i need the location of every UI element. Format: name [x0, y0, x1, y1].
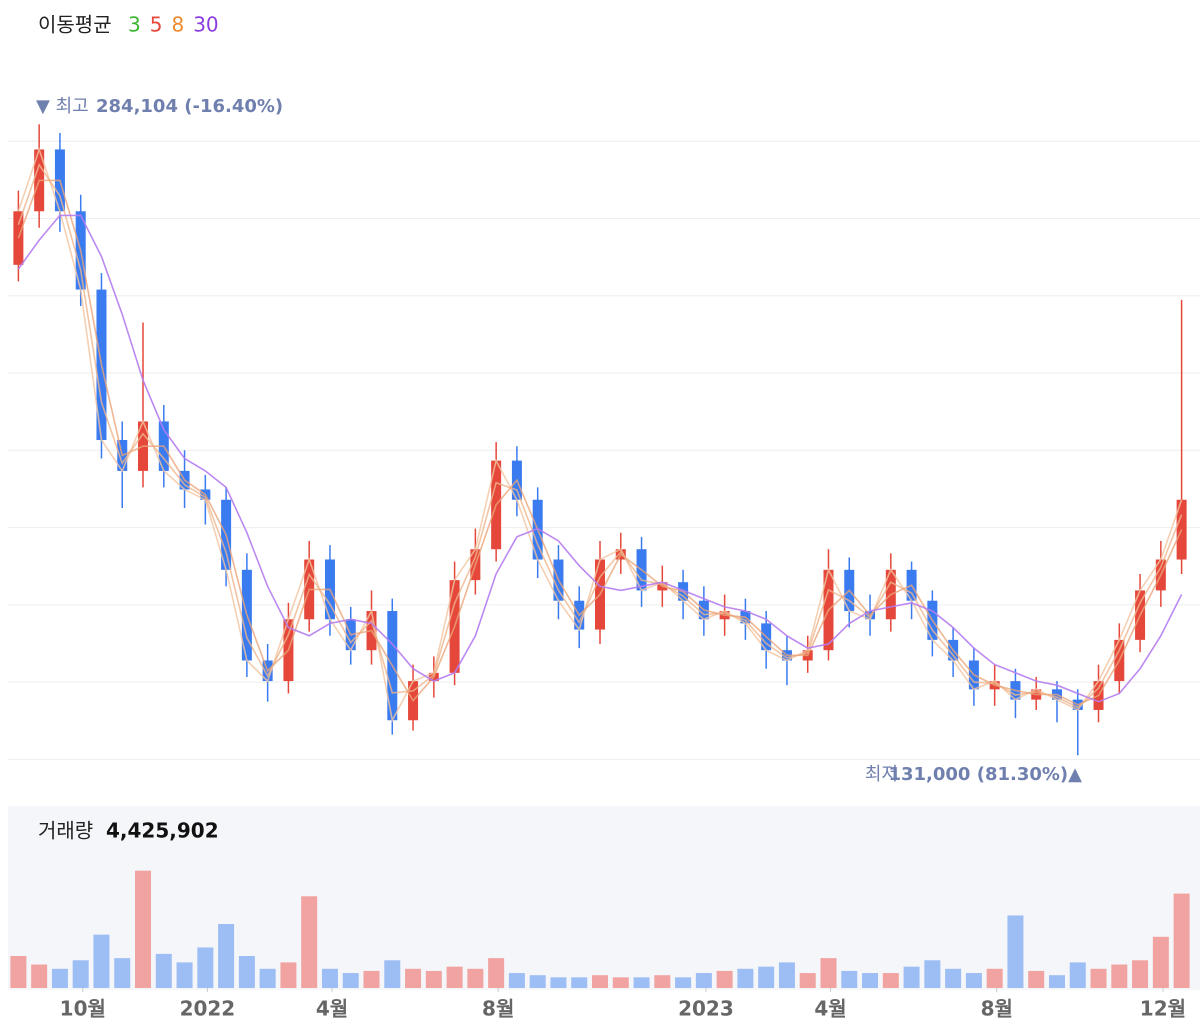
volume-bar [1111, 964, 1128, 988]
x-tick-label: 4월 [316, 997, 348, 1021]
volume-bar [321, 968, 338, 988]
volume-bar [550, 977, 567, 988]
volume-title: 거래량 [38, 819, 93, 843]
volume-bar [799, 973, 816, 988]
volume-bar [612, 977, 629, 988]
volume-bar [633, 977, 650, 988]
volume-bar [758, 966, 775, 988]
volume-bar [778, 962, 795, 988]
ma-line [17, 163, 1183, 709]
volume-bar [342, 973, 359, 988]
volume-bar [1069, 962, 1086, 988]
volume-bar [675, 977, 692, 988]
x-tick-label: 2023 [678, 997, 734, 1021]
legend-entry: 5 [150, 13, 163, 37]
legend-title: 이동평균 [38, 13, 112, 37]
low-value: 131,000 (81.30%)▲ [888, 764, 1082, 785]
volume-bar [1007, 915, 1024, 988]
volume-bar [280, 962, 297, 988]
high-label: ▼ 최고 [36, 96, 89, 117]
ma-line [17, 179, 1183, 706]
volume-bar [446, 966, 463, 988]
volume-bar [467, 968, 484, 988]
volume-bar [155, 953, 172, 988]
volume-bar [31, 964, 48, 988]
x-tick-label: 8월 [482, 997, 514, 1021]
legend-entry: 8 [171, 13, 184, 37]
x-tick-label: 12월 [1140, 997, 1186, 1021]
volume-bar [135, 870, 152, 988]
volume-bar [903, 966, 920, 988]
volume-bar [1173, 893, 1190, 988]
volume-bar [10, 956, 27, 988]
ma-line [17, 214, 1183, 703]
legend-entry: 3 [128, 13, 141, 37]
volume-bar [820, 958, 837, 988]
volume-bar [72, 960, 89, 988]
volume-bar [488, 958, 505, 988]
low-label: 최저 [865, 764, 898, 785]
volume-bar [405, 968, 422, 988]
legend-entry: 30 [193, 13, 218, 37]
volume-bar [1152, 936, 1169, 988]
volume-bar [218, 924, 235, 988]
high-value: 284,104 (-16.40%) [96, 96, 283, 117]
volume-bar [592, 975, 608, 988]
x-tick-label: 8월 [981, 997, 1013, 1021]
volume-bar [197, 947, 214, 988]
volume-bar [384, 960, 401, 988]
volume-bar [862, 973, 879, 988]
ma-line [17, 146, 1183, 723]
volume-bar [238, 956, 255, 988]
volume-bar [93, 934, 110, 988]
volume-bar [654, 975, 671, 988]
volume-bar [882, 973, 899, 988]
x-tick-label: 2022 [180, 997, 236, 1021]
volume-bar [301, 896, 318, 988]
volume-bar [571, 977, 588, 988]
volume-bar [924, 960, 941, 988]
volume-bar [508, 973, 525, 988]
volume-bar [114, 958, 131, 988]
volume-bar [176, 962, 193, 988]
volume-bar [695, 973, 712, 988]
volume-bar [51, 968, 68, 988]
volume-bar [1048, 975, 1065, 988]
volume-bar [965, 973, 982, 988]
volume-bar [841, 970, 858, 988]
volume-bar [737, 968, 754, 988]
volume-bar [986, 968, 1003, 988]
volume-bar [945, 968, 962, 988]
volume-bar [363, 970, 380, 988]
volume-bar [1028, 970, 1045, 988]
volume-value: 4,425,902 [106, 819, 219, 843]
volume-bar [716, 970, 733, 988]
volume-bar [529, 975, 546, 988]
volume-bar [1090, 968, 1107, 988]
x-tick-label: 10월 [60, 997, 106, 1021]
volume-bar [259, 968, 276, 988]
volume-bar [425, 970, 442, 988]
volume-bar [1132, 960, 1149, 988]
x-tick-label: 4월 [814, 997, 846, 1021]
